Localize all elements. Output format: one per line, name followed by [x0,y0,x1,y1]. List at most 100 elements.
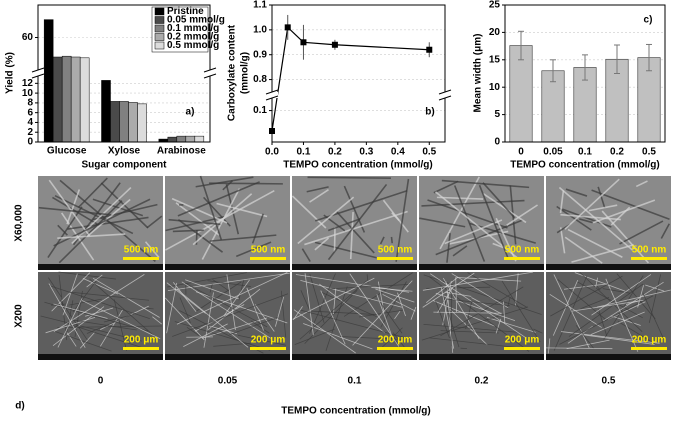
scale-bar-label: 500 nm [124,245,159,256]
texture [181,281,271,339]
texture [310,310,375,315]
scale-bar-label: 200 μm [251,335,286,346]
texture [446,233,451,263]
texture [333,227,336,252]
texture [421,306,529,341]
data-point [331,41,338,48]
texture [495,217,517,262]
scale-bar [123,257,159,260]
texture [89,278,157,339]
bar [128,102,138,143]
info-strip [419,264,544,270]
texture [254,304,275,332]
texture [186,326,203,338]
texture [442,294,460,348]
texture [588,204,618,212]
texture [433,180,459,194]
texture [195,176,254,188]
texture [597,186,606,209]
texture [167,272,247,288]
texture [209,325,238,335]
texture [437,287,454,313]
texture [501,280,541,343]
texture [375,288,415,303]
texture [323,214,346,232]
texture [225,184,240,235]
texture [100,182,149,229]
texture [377,281,385,313]
panel-label: a) [186,107,195,118]
x-tick-label: Arabinose [157,146,206,157]
texture [601,210,650,264]
texture [66,323,149,351]
texture [327,183,388,261]
texture [440,286,524,337]
micrograph: 200 μm [419,271,544,360]
texture [660,223,671,239]
texture [422,272,475,308]
legend-swatch [154,24,165,33]
texture [617,321,655,345]
texture [376,294,394,339]
legend-swatch [154,33,165,41]
break-mark [265,95,279,101]
texture [435,300,450,339]
texture [274,296,285,327]
y-tick-label: 12 [22,78,34,89]
texture [547,338,551,354]
texture [77,177,108,209]
y-tick-label: 5 [494,109,500,120]
texture [174,321,271,351]
texture [79,332,95,349]
texture [167,272,290,291]
texture [451,273,509,309]
texture [559,190,565,214]
texture [553,275,588,351]
texture [571,244,634,263]
texture [349,273,400,347]
y-tick-label: 6 [27,107,33,118]
bar [137,103,147,143]
y-tick-label: 15 [489,54,501,65]
texture [199,175,223,241]
x-axis-label: TEMPO concentration (mmol/g) [510,160,659,171]
data-line [271,26,430,132]
texture [66,332,77,347]
data-point [300,39,307,46]
micrograph: 500 nm [38,176,163,270]
texture [366,274,369,284]
texture [152,316,162,325]
texture [314,237,330,251]
y-axis-label: Mean width (μm) [473,34,484,113]
scale-bar [377,257,413,260]
panel-label: b) [425,107,434,118]
bar [194,135,205,143]
texture [559,227,566,254]
texture [533,328,543,334]
texture [172,282,197,312]
break-mark [31,67,45,73]
x-tick-label: 0.5 [422,147,436,158]
texture [429,276,530,352]
texture [584,334,655,345]
texture [67,216,149,230]
texture [57,233,126,240]
texture [291,195,327,229]
break-mark [438,95,452,101]
texture [642,293,664,339]
texture [449,309,488,346]
texture [166,282,206,314]
bar [110,101,120,143]
texture [294,328,335,346]
micrograph: 200 μm [164,272,290,360]
texture [442,277,480,340]
texture [426,277,458,303]
legend-swatch [154,7,165,16]
texture [568,283,644,337]
y-tick-label: 0.1 [253,105,267,116]
texture [223,279,250,317]
texture [392,334,399,346]
texture [378,300,403,334]
texture [359,309,404,318]
texture [297,196,355,245]
